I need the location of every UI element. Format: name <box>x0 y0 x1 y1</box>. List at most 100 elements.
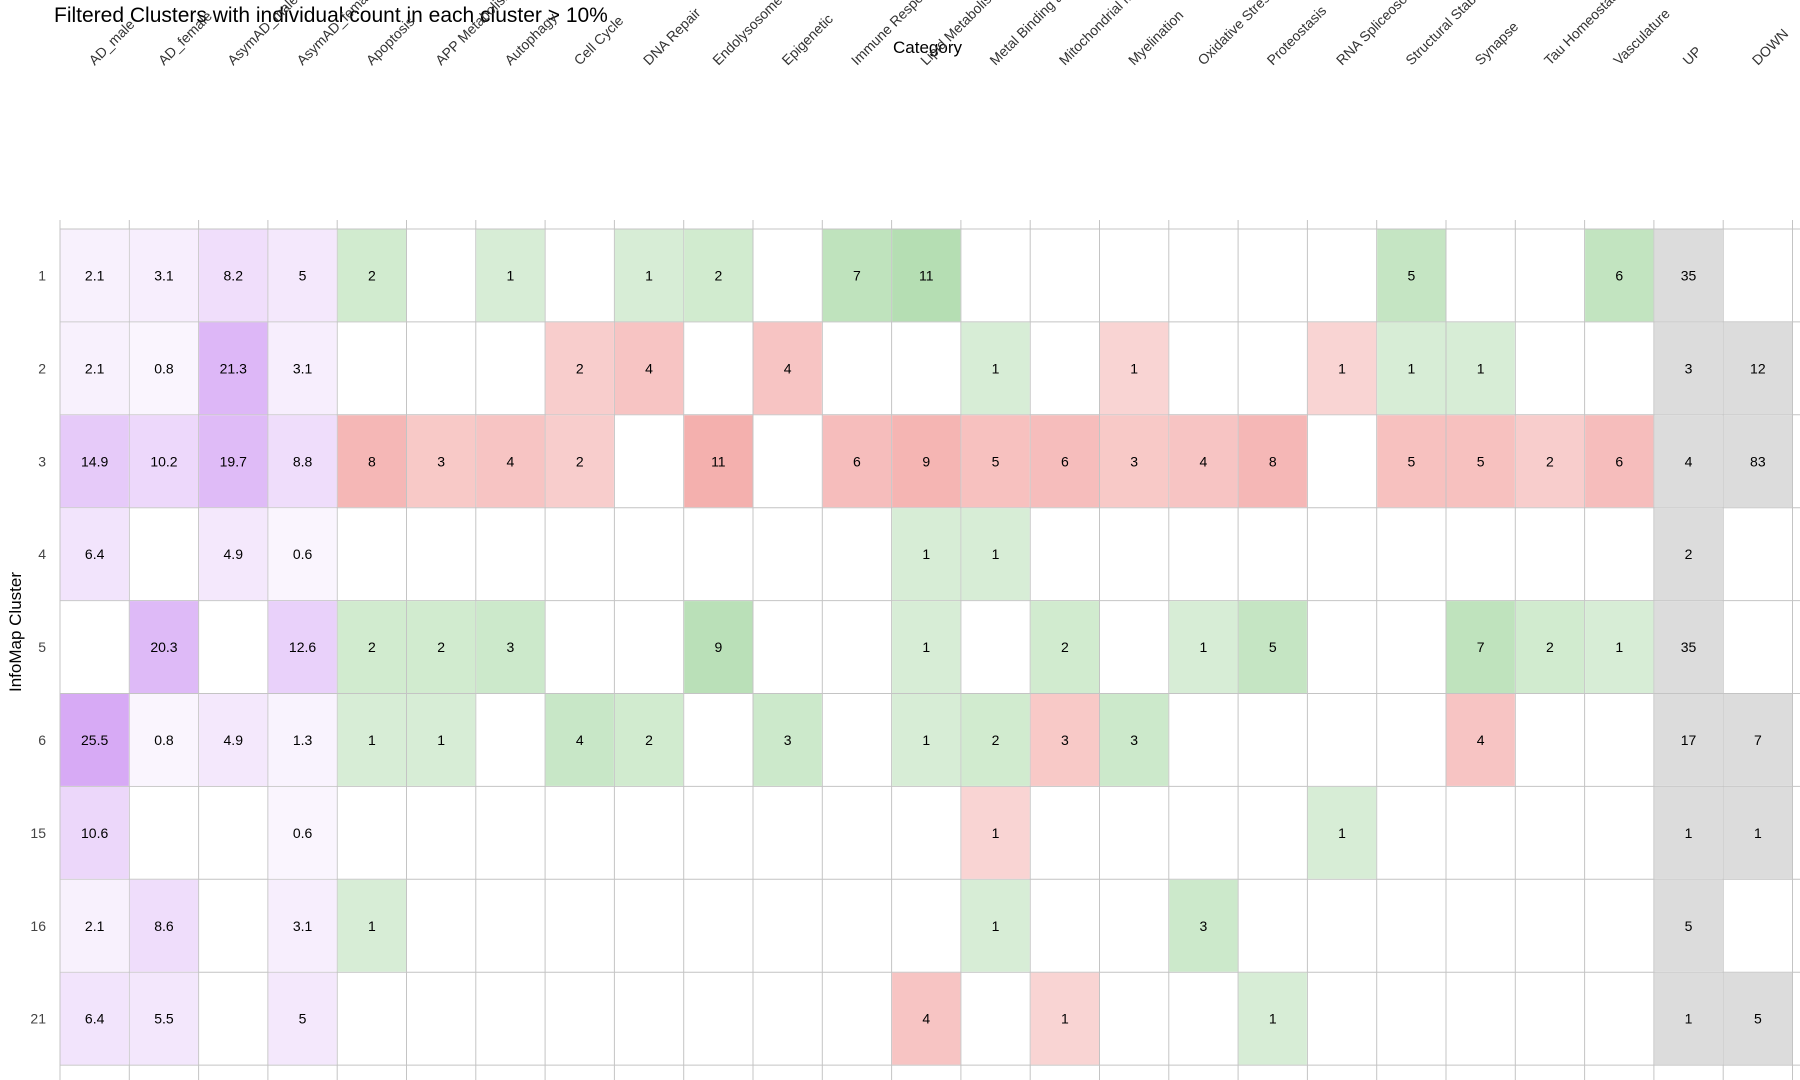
cell-value-label: 5.5 <box>154 1011 174 1027</box>
cell-value-label: 1 <box>1685 1011 1693 1027</box>
cell-value-label: 25.5 <box>81 732 108 748</box>
cell-value-label: 1 <box>437 732 445 748</box>
heatmap-cell <box>614 694 684 786</box>
heatmap-cell <box>1654 322 1723 415</box>
cell-value-label: 1 <box>1200 639 1208 655</box>
cell-value-label: 8 <box>1269 453 1277 469</box>
heatmap-cell <box>1654 972 1723 1065</box>
row-tick-label: 16 <box>30 918 46 934</box>
column-tick-label: AD_male <box>85 16 137 68</box>
cell-value-label: 17 <box>1681 732 1697 748</box>
heatmap-cell <box>1585 415 1654 508</box>
cell-value-label: 4 <box>645 360 653 376</box>
heatmap-cell <box>476 415 545 508</box>
cell-value-label: 7 <box>1477 639 1485 655</box>
cell-value-label: 1 <box>922 732 930 748</box>
heatmap-cell <box>892 694 961 786</box>
cell-value-label: 1 <box>992 546 1000 562</box>
heatmap-cell <box>1238 972 1307 1065</box>
column-tick-label: Synapse <box>1471 18 1521 68</box>
heatmap-cell <box>407 694 476 786</box>
heatmap-cell <box>407 415 476 508</box>
cell-value-label: 0.8 <box>154 360 174 376</box>
cell-value-label: 7 <box>1754 732 1762 748</box>
heatmap-cell <box>1585 229 1654 322</box>
heatmap-cell <box>961 508 1030 601</box>
heatmap-cell <box>129 694 199 786</box>
cell-value-label: 2 <box>1685 546 1693 562</box>
heatmap-cell <box>1446 322 1515 415</box>
row-tick-label: 2 <box>38 360 46 376</box>
cell-value-label: 0.8 <box>154 732 174 748</box>
heatmap-cell <box>892 601 961 693</box>
cell-value-label: 2 <box>437 639 445 655</box>
cell-value-label: 1 <box>922 546 930 562</box>
heatmap-cell <box>684 601 753 693</box>
heatmap-cell <box>892 415 961 508</box>
cell-value-label: 5 <box>1407 267 1415 283</box>
cell-value-label: 4.9 <box>224 732 244 748</box>
row-tick-label: 3 <box>38 453 46 469</box>
cell-value-label: 4 <box>1200 453 1208 469</box>
heatmap-cell <box>1169 415 1238 508</box>
cell-value-label: 11 <box>711 453 726 469</box>
column-tick-label: Apoptosis <box>363 13 418 68</box>
heatmap-cell <box>545 415 614 508</box>
heatmap-cell <box>337 229 406 322</box>
heatmap-cell <box>1030 415 1099 508</box>
heatmap-cell <box>753 694 822 786</box>
heatmap-cell <box>1169 879 1238 972</box>
cell-value-label: 2 <box>576 453 584 469</box>
heatmap-cell <box>60 415 129 508</box>
cell-value-label: 2 <box>1061 639 1069 655</box>
heatmap-cell <box>1723 415 1792 508</box>
cell-value-label: 10.2 <box>150 453 177 469</box>
heatmap-cell <box>892 508 961 601</box>
heatmap-cell <box>1654 229 1723 322</box>
cell-value-label: 3.1 <box>154 267 174 283</box>
cell-value-label: 2.1 <box>85 918 105 934</box>
heatmap-cell <box>268 694 337 786</box>
column-tick-label: Proteostasis <box>1264 2 1330 68</box>
heatmap-cell <box>268 322 337 415</box>
cell-value-label: 1 <box>1477 360 1485 376</box>
cell-value-label: 4 <box>507 453 515 469</box>
cell-value-label: 3 <box>784 732 792 748</box>
heatmap-cell <box>60 879 129 972</box>
cell-value-label: 6 <box>1061 453 1069 469</box>
cell-value-label: 6 <box>853 453 861 469</box>
cell-value-label: 14.9 <box>81 453 108 469</box>
cell-value-label: 2.1 <box>85 360 105 376</box>
row-tick-label: 15 <box>30 825 46 841</box>
heatmap-cell <box>1515 601 1585 693</box>
cell-value-label: 6 <box>1615 267 1623 283</box>
heatmap-cell <box>268 972 337 1065</box>
heatmap-cell <box>961 879 1030 972</box>
heatmap-cell <box>1238 415 1307 508</box>
cell-value-label: 4 <box>1477 732 1485 748</box>
cell-value-label: 3 <box>507 639 515 655</box>
cell-value-label: 6.4 <box>85 546 105 562</box>
cell-value-label: 0.6 <box>293 546 313 562</box>
cell-value-label: 35 <box>1681 267 1697 283</box>
cell-value-label: 1 <box>992 360 1000 376</box>
heatmap-cell <box>268 508 337 601</box>
cell-value-label: 9 <box>922 453 930 469</box>
cell-value-label: 8 <box>368 453 376 469</box>
row-tick-label: 4 <box>38 546 46 562</box>
cell-value-label: 4 <box>1685 453 1693 469</box>
heatmap-cell <box>1654 415 1723 508</box>
heatmap-cell <box>476 229 545 322</box>
cell-value-label: 3.1 <box>293 360 313 376</box>
heatmap-cell <box>199 694 268 786</box>
heatmap-cell <box>129 879 199 972</box>
heatmap-cell <box>1515 415 1585 508</box>
cell-value-label: 3 <box>1061 732 1069 748</box>
heatmap-cell <box>961 322 1030 415</box>
cell-value-label: 11 <box>919 267 934 283</box>
column-tick-label: Epigenetic <box>778 11 836 69</box>
heatmap-cell <box>822 229 892 322</box>
cell-value-label: 6 <box>1615 453 1623 469</box>
cell-value-label: 5 <box>1477 453 1485 469</box>
cell-value-label: 5 <box>299 1011 307 1027</box>
